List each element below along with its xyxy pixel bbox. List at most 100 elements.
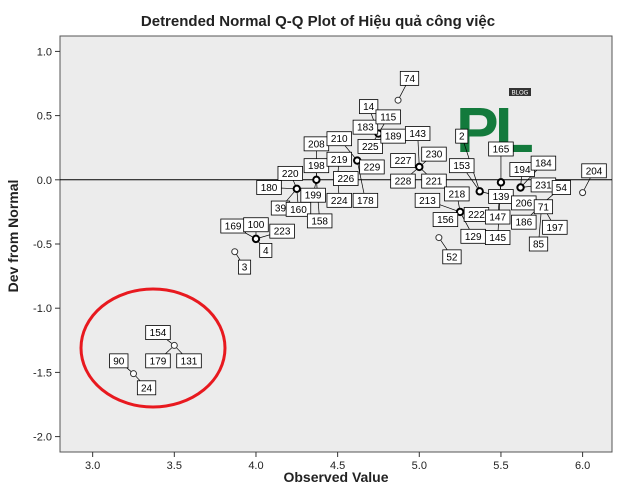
- case-label: 180: [256, 180, 282, 195]
- case-label: 3: [238, 259, 252, 275]
- data-point: [394, 96, 402, 104]
- case-label: 220: [277, 165, 303, 181]
- case-label-text: 224: [331, 196, 348, 207]
- case-label-box: [136, 380, 157, 396]
- case-label-box: [259, 243, 273, 258]
- case-label-text: 24: [141, 383, 153, 394]
- case-label-box: [326, 151, 352, 167]
- data-point: [251, 234, 261, 244]
- case-label-box: [390, 173, 416, 189]
- case-label: 208: [303, 136, 330, 152]
- case-label-text: 198: [308, 161, 325, 172]
- case-label: 129: [460, 228, 486, 244]
- case-label-text: 4: [263, 246, 269, 257]
- case-label-text: 143: [409, 129, 426, 140]
- case-label-box: [238, 259, 252, 275]
- case-label-text: 3: [242, 263, 248, 274]
- y-tick-label: 1.0: [37, 46, 52, 58]
- case-label-text: 160: [290, 205, 307, 216]
- case-label-text: 213: [419, 196, 436, 207]
- case-label-text: 178: [357, 196, 374, 207]
- case-label: 2: [455, 128, 469, 144]
- case-label-text: 208: [308, 139, 325, 150]
- case-label: 90: [109, 353, 129, 369]
- case-label-text: 222: [468, 210, 485, 221]
- case-label-text: 156: [437, 215, 454, 226]
- case-label-box: [357, 139, 383, 154]
- case-label-box: [375, 109, 401, 125]
- case-label-text: 169: [225, 222, 242, 233]
- y-tick-label: 0.0: [37, 175, 52, 187]
- case-label-box: [359, 99, 379, 115]
- case-label: 227: [390, 153, 416, 168]
- watermark-badge-text: BLOG: [512, 91, 529, 97]
- case-label-text: 227: [395, 156, 412, 167]
- case-label: 24: [136, 380, 157, 396]
- case-label-box: [432, 212, 459, 228]
- case-label-text: 54: [556, 183, 568, 194]
- case-label-text: 74: [404, 74, 416, 85]
- data-point: [415, 162, 424, 172]
- case-label: 54: [551, 180, 571, 195]
- case-label-box: [455, 128, 469, 144]
- case-label-text: 158: [311, 216, 328, 227]
- data-point: [455, 207, 465, 217]
- outlier-highlight-ellipse: [79, 287, 227, 409]
- case-label: 147: [484, 209, 511, 225]
- case-label: 52: [442, 249, 462, 265]
- case-label-box: [399, 70, 420, 86]
- case-label-text: 204: [586, 166, 603, 177]
- x-axis: 3.0 3.5 4.0 4.5 5.0 5.5 6.0: [85, 452, 590, 472]
- case-label: 213: [414, 192, 441, 208]
- case-label: 74: [399, 70, 420, 86]
- case-label-text: 39: [275, 204, 287, 215]
- case-label: 218: [444, 186, 470, 202]
- chart-title: Detrended Normal Q-Q Plot of Hiệu quả cô…: [141, 13, 495, 30]
- case-label: 226: [333, 171, 359, 186]
- case-label: 153: [449, 158, 475, 174]
- case-label: 219: [326, 151, 352, 167]
- case-label-box: [533, 199, 554, 215]
- x-tick-label: 4.0: [248, 460, 263, 472]
- case-label: 71: [533, 199, 554, 215]
- case-label-box: [269, 223, 295, 239]
- case-label: 228: [390, 173, 416, 189]
- case-label-box: [542, 219, 568, 235]
- case-label-box: [256, 180, 282, 195]
- case-label-box: [359, 159, 385, 175]
- case-label: 85: [528, 236, 549, 252]
- y-tick-label: -1.5: [33, 367, 52, 379]
- case-label-box: [333, 171, 359, 186]
- case-label-text: 147: [489, 213, 506, 224]
- case-label: 143: [404, 126, 431, 141]
- case-label-text: 228: [395, 177, 412, 188]
- x-tick-label: 6.0: [575, 460, 590, 472]
- case-label: 145: [484, 230, 511, 245]
- case-label-box: [145, 353, 171, 369]
- data-point: [579, 189, 587, 197]
- case-label-text: 180: [261, 183, 278, 194]
- case-label: 199: [300, 187, 326, 203]
- case-label-text: 129: [465, 232, 482, 243]
- case-label-box: [404, 126, 431, 141]
- case-label-text: 115: [380, 112, 396, 123]
- case-label-box: [421, 173, 447, 189]
- case-label: 198: [303, 158, 330, 174]
- case-label-box: [326, 131, 352, 147]
- case-label-text: 199: [305, 191, 322, 202]
- case-label: 131: [176, 353, 202, 369]
- case-label-text: 85: [533, 240, 545, 251]
- case-label-box: [421, 146, 447, 162]
- case-label-text: 145: [489, 233, 506, 244]
- x-tick-label: 3.5: [167, 460, 182, 472]
- case-label-box: [444, 186, 470, 202]
- case-label: 206: [511, 195, 537, 211]
- case-label-box: [285, 201, 312, 217]
- case-label-text: 230: [426, 150, 443, 161]
- case-label: 204: [581, 163, 607, 179]
- case-label-text: 184: [535, 159, 552, 170]
- case-label-text: 225: [362, 142, 379, 153]
- case-label: 178: [352, 192, 379, 208]
- case-label-box: [551, 180, 571, 195]
